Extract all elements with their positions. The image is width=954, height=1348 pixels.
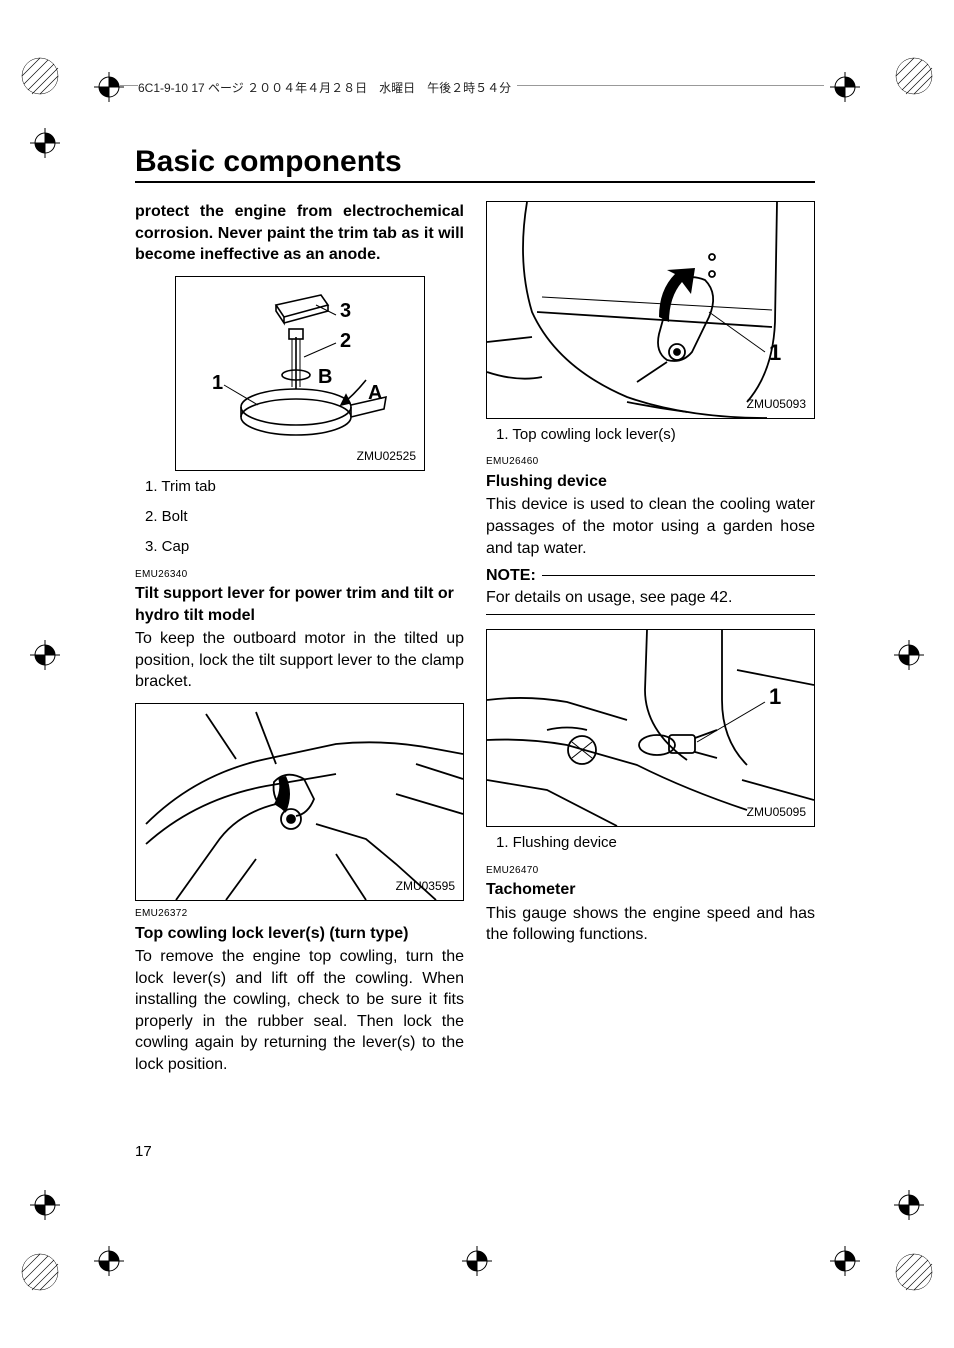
note-rule	[542, 575, 815, 576]
registration-target-icon	[830, 1246, 860, 1276]
svg-text:A: A	[368, 382, 382, 404]
page-number: 17	[135, 1143, 152, 1160]
note-end-rule	[486, 614, 815, 615]
svg-text:1: 1	[769, 684, 781, 709]
figure-flushing-device: 1 ZMU05095	[486, 629, 815, 827]
section-heading: Tachometer	[486, 879, 815, 901]
figure-caption: 1. Flushing device	[496, 833, 815, 853]
section-body: To remove the engine top cowling, turn t…	[135, 946, 464, 1076]
figure-caption: 2. Bolt	[145, 507, 464, 527]
figure-caption: 1. Trim tab	[145, 477, 464, 497]
section-heading: Flushing device	[486, 471, 815, 493]
registration-target-icon	[894, 640, 924, 670]
svg-text:1: 1	[212, 372, 223, 394]
header-meta: 6C1-9-10 17 ページ ２００４年４月２８日 水曜日 午後２時５４分	[138, 79, 517, 96]
svg-text:1: 1	[769, 340, 781, 365]
left-column: protect the engine from electrochemical …	[135, 201, 464, 1076]
section-code: EMU26340	[135, 568, 464, 582]
section-body: To keep the outboard motor in the tilted…	[135, 628, 464, 693]
registration-target-icon	[462, 1246, 492, 1276]
section-heading: Top cowling lock lever(s) (turn type)	[135, 923, 464, 945]
figure-caption: 3. Cap	[145, 537, 464, 557]
crop-mark-icon	[18, 54, 62, 98]
figure-code: ZMU05095	[747, 804, 806, 820]
note-body: For details on usage, see page 42.	[486, 587, 815, 609]
crop-mark-icon	[18, 1250, 62, 1294]
svg-text:B: B	[318, 366, 332, 388]
section-body: This device is used to clean the cooling…	[486, 494, 815, 559]
right-column: 1 ZMU05093 1. Top cowling lock lever(s) …	[486, 201, 815, 1076]
svg-text:3: 3	[340, 300, 351, 322]
figure-tilt-lever: ZMU03595	[135, 703, 464, 901]
content-area: Basic components protect the engine from…	[135, 145, 815, 1076]
section-body: This gauge shows the engine speed and ha…	[486, 903, 815, 946]
registration-target-icon	[30, 128, 60, 158]
figure-code: ZMU03595	[396, 878, 455, 894]
figure-cowling-lock: 1 ZMU05093	[486, 201, 815, 419]
registration-target-icon	[830, 72, 860, 102]
figure-code: ZMU05093	[747, 396, 806, 412]
registration-target-icon	[894, 1190, 924, 1220]
registration-target-icon	[94, 72, 124, 102]
note-row: NOTE:	[486, 565, 815, 587]
section-code: EMU26460	[486, 455, 815, 469]
figure-trim-tab: 1 2 3 A B ZMU02525	[175, 276, 425, 471]
crop-mark-icon	[892, 1250, 936, 1294]
svg-text:2: 2	[340, 330, 351, 352]
page: 6C1-9-10 17 ページ ２００４年４月２８日 水曜日 午後２時５４分 B…	[0, 0, 954, 1348]
section-code: EMU26470	[486, 864, 815, 878]
page-title: Basic components	[135, 145, 815, 179]
section-heading: Tilt support lever for power trim and ti…	[135, 583, 464, 626]
registration-target-icon	[30, 1190, 60, 1220]
figure-code: ZMU02525	[357, 448, 416, 464]
columns: protect the engine from electrochemical …	[135, 201, 815, 1076]
registration-target-icon	[30, 640, 60, 670]
registration-target-icon	[94, 1246, 124, 1276]
figure-caption: 1. Top cowling lock lever(s)	[496, 425, 815, 445]
crop-mark-icon	[892, 54, 936, 98]
section-code: EMU26372	[135, 907, 464, 921]
note-label: NOTE:	[486, 565, 536, 587]
intro-text: protect the engine from electrochemical …	[135, 201, 464, 266]
title-rule	[135, 181, 815, 183]
